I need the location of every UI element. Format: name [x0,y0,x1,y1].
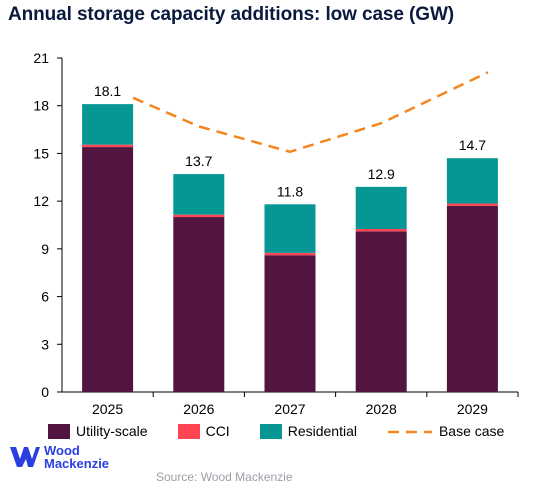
legend-label-residential: Residential [287,423,357,439]
legend-swatch-residential [259,423,282,439]
x-tick-label-2025: 2025 [92,401,123,417]
base-case-line [132,71,489,154]
bar-utility-2026 [173,217,225,392]
chart-title: Annual storage capacity additions: low c… [8,4,455,25]
source-note: Source: Wood Mackenzie [156,470,293,484]
legend-label-base-case: Base case [438,423,505,439]
bar-utility-2028 [355,231,407,392]
y-tick-label: 15 [33,145,49,161]
logo-line-1: Wood [44,443,80,458]
x-tick-label-2026: 2026 [183,401,214,417]
bar-residential-2027 [264,204,316,253]
legend-item-cci: CCI [177,423,230,439]
total-label-2029: 14.7 [459,137,486,153]
legend-label-utility-scale: Utility-scale [76,423,148,439]
y-tick-label: 6 [41,289,49,305]
x-tick-label-2029: 2029 [457,401,488,417]
bar-residential-2026 [173,174,225,215]
bar-utility-2025 [82,147,134,392]
bar-residential-2029 [446,158,498,204]
total-label-2025: 18.1 [94,83,121,99]
legend: Utility-scale CCI Residential Base case [48,421,504,441]
total-label-2028: 12.9 [368,166,395,182]
bar-cci-2026 [173,214,225,218]
legend-swatch-utility-scale [48,423,70,439]
legend-item-base-case: Base case [387,423,504,439]
logo-line-2: Mackenzie [44,456,110,471]
y-tick-label: 9 [41,241,49,257]
y-tick-label: 3 [41,336,49,352]
legend-swatch-cci [177,423,200,439]
bar-utility-2029 [446,205,498,392]
logo-mark-icon [10,447,40,467]
y-tick-label: 12 [33,193,49,209]
bar-cci-2025 [82,144,134,148]
bar-cci-2027 [264,252,316,256]
legend-item-utility-scale: Utility-scale [48,423,148,439]
x-tick-label-2028: 2028 [366,401,397,417]
bar-residential-2028 [355,186,407,229]
bar-residential-2025 [82,104,134,145]
x-tick-label-2027: 2027 [274,401,305,417]
wood-mackenzie-logo: Wood Mackenzie [10,444,109,470]
legend-swatch-base-case [387,430,432,433]
legend-item-residential: Residential [259,423,357,439]
y-tick-label: 18 [33,98,49,114]
bar-cci-2029 [446,203,498,206]
y-tick-label: 0 [41,384,49,400]
bar-cci-2028 [355,228,407,232]
total-label-2027: 11.8 [277,183,303,199]
bar-utility-2027 [264,255,316,392]
logo-wordmark: Wood Mackenzie [44,444,109,470]
y-tick-label: 21 [33,50,49,66]
legend-label-cci: CCI [205,423,230,439]
total-label-2026: 13.7 [185,153,212,169]
